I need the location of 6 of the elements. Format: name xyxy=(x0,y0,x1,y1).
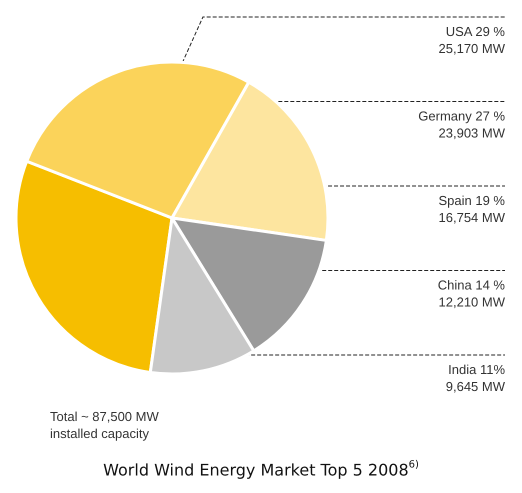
text: Total ~ 87,500 MW installed capacity xyxy=(50,409,160,441)
slice-label: India 11% 9,645 MW xyxy=(446,362,506,394)
slice-label: Germany 27 % 23,903 MW xyxy=(418,108,506,140)
slice-label: USA 29 % 25,170 MW xyxy=(438,24,506,56)
slice-label: China 14 % 12,210 MW xyxy=(438,278,506,310)
slice-label: Spain 19 % 16,754 MW xyxy=(438,193,506,225)
